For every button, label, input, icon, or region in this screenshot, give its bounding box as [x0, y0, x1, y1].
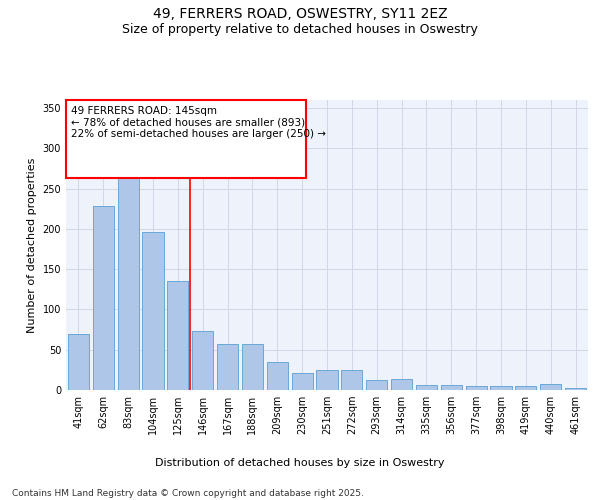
Bar: [391, 378, 412, 390]
Bar: [341, 370, 362, 390]
Bar: [316, 370, 338, 390]
Y-axis label: Number of detached properties: Number of detached properties: [27, 158, 37, 332]
Bar: [142, 232, 164, 390]
Bar: [490, 386, 512, 390]
Bar: [118, 162, 139, 390]
Bar: [466, 386, 487, 390]
Bar: [416, 385, 437, 390]
Text: 49 FERRERS ROAD: 145sqm
← 78% of detached houses are smaller (893)
22% of semi-d: 49 FERRERS ROAD: 145sqm ← 78% of detache…: [71, 106, 326, 139]
Bar: [366, 380, 387, 390]
Text: 49, FERRERS ROAD, OSWESTRY, SY11 2EZ: 49, FERRERS ROAD, OSWESTRY, SY11 2EZ: [152, 8, 448, 22]
Bar: [167, 281, 188, 390]
Bar: [540, 384, 561, 390]
Text: Contains HM Land Registry data © Crown copyright and database right 2025.: Contains HM Land Registry data © Crown c…: [12, 488, 364, 498]
Text: Size of property relative to detached houses in Oswestry: Size of property relative to detached ho…: [122, 22, 478, 36]
Bar: [292, 373, 313, 390]
Text: Distribution of detached houses by size in Oswestry: Distribution of detached houses by size …: [155, 458, 445, 468]
Bar: [565, 388, 586, 390]
Bar: [441, 385, 462, 390]
Bar: [217, 344, 238, 390]
Bar: [192, 331, 213, 390]
Bar: [267, 362, 288, 390]
Bar: [68, 334, 89, 390]
Bar: [515, 386, 536, 390]
Bar: [242, 344, 263, 390]
FancyBboxPatch shape: [66, 100, 306, 178]
Bar: [93, 206, 114, 390]
